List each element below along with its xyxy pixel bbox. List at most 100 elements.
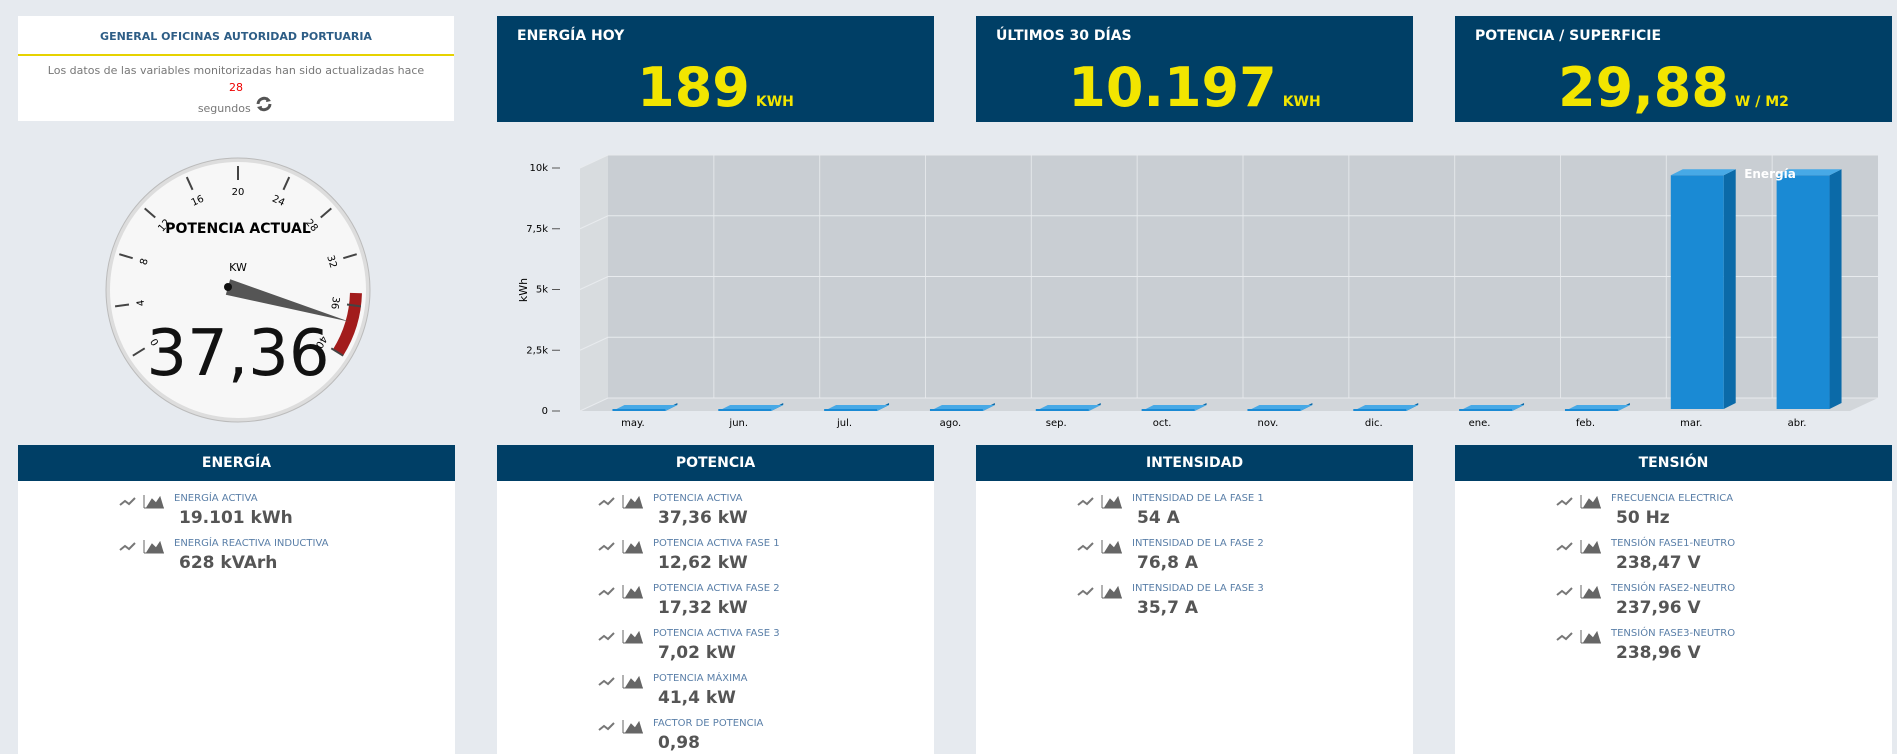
panel-title: INTENSIDAD xyxy=(976,445,1413,481)
y-tick-label: 5k xyxy=(536,285,548,296)
panel-title: POTENCIA xyxy=(497,445,934,481)
y-tick-label: 2,5k xyxy=(526,345,548,356)
info-box: GENERAL OFICINAS AUTORIDAD PORTUARIA Los… xyxy=(18,16,454,121)
item-icons[interactable] xyxy=(1555,538,1605,554)
y-tick-label: 7,5k xyxy=(526,224,548,235)
item-label: FACTOR DE POTENCIA xyxy=(653,718,763,729)
gauge-tick xyxy=(347,305,361,307)
bar-top xyxy=(718,405,783,411)
item-label: TENSIÓN FASE1-NEUTRO xyxy=(1611,538,1735,549)
item-value: 19.101 kWh xyxy=(179,508,293,528)
item-value: 628 kVArh xyxy=(179,553,277,573)
gauge-tick xyxy=(331,348,343,355)
side-wall xyxy=(580,155,608,411)
x-tick-label: jun. xyxy=(728,418,748,429)
x-tick-label: ene. xyxy=(1469,418,1491,429)
x-tick-label: sep. xyxy=(1046,418,1067,429)
item-label: TENSIÓN FASE2-NEUTRO xyxy=(1611,583,1735,594)
x-tick-label: may. xyxy=(621,418,645,429)
kpi-value: 10.197 xyxy=(1068,56,1276,119)
kpi-unit: KWH xyxy=(1283,94,1321,110)
info-title: GENERAL OFICINAS AUTORIDAD PORTUARIA xyxy=(18,16,454,56)
item-value: 12,62 kW xyxy=(658,553,748,573)
legend-label: Energía xyxy=(1744,167,1796,181)
gauge-tick-label: 12 xyxy=(156,217,173,234)
item-icons[interactable] xyxy=(1076,538,1126,554)
grid-line xyxy=(580,155,1878,168)
bar-side xyxy=(1724,169,1736,409)
bar xyxy=(612,409,665,411)
item-label: TENSIÓN FASE3-NEUTRO xyxy=(1611,628,1735,639)
gauge-tick xyxy=(133,348,145,355)
item-icons[interactable] xyxy=(597,718,647,734)
x-tick-label: oct. xyxy=(1153,418,1172,429)
bar-side xyxy=(1406,403,1418,411)
item-value: 41,4 kW xyxy=(658,688,736,708)
item-value: 37,36 kW xyxy=(658,508,748,528)
dashboard: {"header":{"title":"GENERAL OFICINAS AUT… xyxy=(0,0,1897,754)
gauge-tick-label: 28 xyxy=(303,217,320,234)
item-value: 237,96 V xyxy=(1616,598,1701,618)
refresh-icon[interactable] xyxy=(254,96,274,112)
x-tick-label: dic. xyxy=(1365,418,1383,429)
bar-top xyxy=(1353,405,1418,411)
item-icons[interactable] xyxy=(597,628,647,644)
item-icons[interactable] xyxy=(597,583,647,599)
item-icons[interactable] xyxy=(1555,493,1605,509)
kpi-unit: W / M2 xyxy=(1735,94,1789,110)
gauge-tick xyxy=(115,305,129,307)
gauge-tick xyxy=(321,208,332,217)
item-label: FRECUENCIA ELECTRICA xyxy=(1611,493,1733,504)
gauge-needle xyxy=(226,279,350,321)
item-icons[interactable] xyxy=(597,538,647,554)
item-icons[interactable] xyxy=(1555,628,1605,644)
grid-line xyxy=(580,337,1878,350)
gauge-tick xyxy=(119,254,132,258)
item-label: INTENSIDAD DE LA FASE 2 xyxy=(1132,538,1264,549)
bar xyxy=(1142,409,1195,411)
bar-top xyxy=(1777,169,1842,175)
item-icons[interactable] xyxy=(1555,583,1605,599)
back-wall xyxy=(608,155,1878,398)
item-value: 0,98 xyxy=(658,733,700,753)
panel: POTENCIA POTENCIA ACTIVA 37,36 kW POTENCIA … xyxy=(497,445,934,754)
item-icons[interactable] xyxy=(1076,583,1126,599)
gauge-red-band xyxy=(333,293,362,356)
item-label: POTENCIA ACTIVA FASE 3 xyxy=(653,628,780,639)
grid-line xyxy=(580,277,1878,290)
gauge-title: POTENCIA ACTUAL xyxy=(165,221,311,237)
x-tick-label: abr. xyxy=(1788,418,1807,429)
bar-top xyxy=(1247,405,1312,411)
gauge-tick xyxy=(343,254,356,258)
gauge-tick-label: 32 xyxy=(324,254,338,269)
item-icons[interactable] xyxy=(118,493,168,509)
item-label: POTENCIA ACTIVA FASE 2 xyxy=(653,583,780,594)
item-label: POTENCIA MÁXIMA xyxy=(653,673,748,684)
bar-top xyxy=(1142,405,1207,411)
bar-top xyxy=(1036,405,1101,411)
item-icons[interactable] xyxy=(597,673,647,689)
item-icons[interactable] xyxy=(597,493,647,509)
bar-top xyxy=(612,405,677,411)
kpi-label: ENERGÍA HOY xyxy=(517,28,624,44)
item-icons[interactable] xyxy=(1076,493,1126,509)
bar xyxy=(1353,409,1406,411)
item-label: ENERGÍA ACTIVA xyxy=(174,493,258,504)
bar-side xyxy=(983,403,995,411)
item-value: 54 A xyxy=(1137,508,1180,528)
kpi-label: POTENCIA / SUPERFICIE xyxy=(1475,28,1661,44)
item-icons[interactable] xyxy=(118,538,168,554)
gauge-tick-label: 40 xyxy=(313,333,329,350)
x-tick-label: feb. xyxy=(1576,418,1595,429)
item-value: 238,96 V xyxy=(1616,643,1701,663)
x-tick-label: ago. xyxy=(940,418,962,429)
gauge-tick-label: 4 xyxy=(135,299,147,307)
item-label: POTENCIA ACTIVA xyxy=(653,493,743,504)
gauge-tick-label: 24 xyxy=(270,194,286,209)
item-value: 50 Hz xyxy=(1616,508,1670,528)
